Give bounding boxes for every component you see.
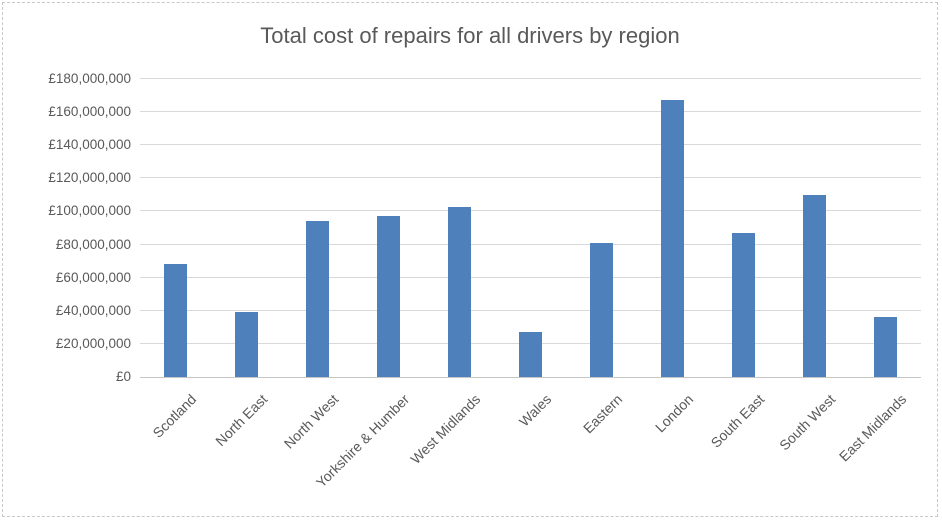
bar-london <box>661 99 684 377</box>
gridline <box>140 309 921 311</box>
y-tick-label: £160,000,000 <box>48 104 131 120</box>
bar-south-west <box>803 194 826 377</box>
y-tick-label: £0 <box>115 369 131 384</box>
bar-north-west <box>306 221 329 377</box>
x-axis-line <box>140 377 921 378</box>
x-tick-label-yorkshire-and-humber: Yorkshire & Humber <box>312 391 412 491</box>
y-tick-label: £120,000,000 <box>48 170 131 186</box>
x-tick-label-south-west: South West <box>775 391 838 454</box>
y-tick-label: £100,000,000 <box>48 203 131 219</box>
y-tick-label: £180,000,000 <box>48 71 131 86</box>
plot-area <box>140 78 921 378</box>
y-axis-labels: £0 £20,000,000 £40,000,000 £60,000,000 £80,0… <box>3 3 131 516</box>
gridline <box>140 177 921 179</box>
bar-eastern <box>590 242 613 377</box>
bar-wales <box>519 332 542 377</box>
gridline <box>140 210 921 212</box>
chart-title: Total cost of repairs for all drivers by… <box>260 23 680 48</box>
y-tick-label: £80,000,000 <box>55 236 131 252</box>
x-tick-label-south-east: South East <box>707 391 767 451</box>
bar-west-midlands <box>448 207 471 377</box>
gridline <box>140 111 921 113</box>
x-tick-label-london: London <box>651 391 696 436</box>
bar-yorkshire-and-humber <box>377 215 400 377</box>
x-tick-label-eastern: Eastern <box>579 391 625 437</box>
bar-scotland <box>164 263 187 377</box>
gridline <box>140 243 921 245</box>
gridline <box>140 78 921 79</box>
x-tick-label-north-east: North East <box>211 391 270 450</box>
y-tick-label: £60,000,000 <box>55 269 131 285</box>
x-tick-label-scotland: Scotland <box>148 391 199 441</box>
x-tick-label-wales: Wales <box>515 391 554 430</box>
bar-south-east <box>732 232 755 377</box>
y-tick-label: £20,000,000 <box>55 335 131 351</box>
x-axis-labels: Scotland North East North West Yorkshire & … <box>3 377 937 525</box>
gridline <box>140 276 921 278</box>
x-tick-label-north-west: North West <box>280 391 341 452</box>
chart-frame: Total cost of repairs for all drivers by… <box>2 2 938 517</box>
x-tick-label-west-midlands: West Midlands <box>406 391 483 468</box>
bar-north-east <box>235 311 258 377</box>
x-tick-label-east-midlands: East Midlands <box>835 391 909 465</box>
gridline <box>140 144 921 146</box>
y-tick-label: £40,000,000 <box>55 302 131 318</box>
bar-east-midlands <box>874 316 897 377</box>
y-tick-label: £140,000,000 <box>48 137 131 153</box>
